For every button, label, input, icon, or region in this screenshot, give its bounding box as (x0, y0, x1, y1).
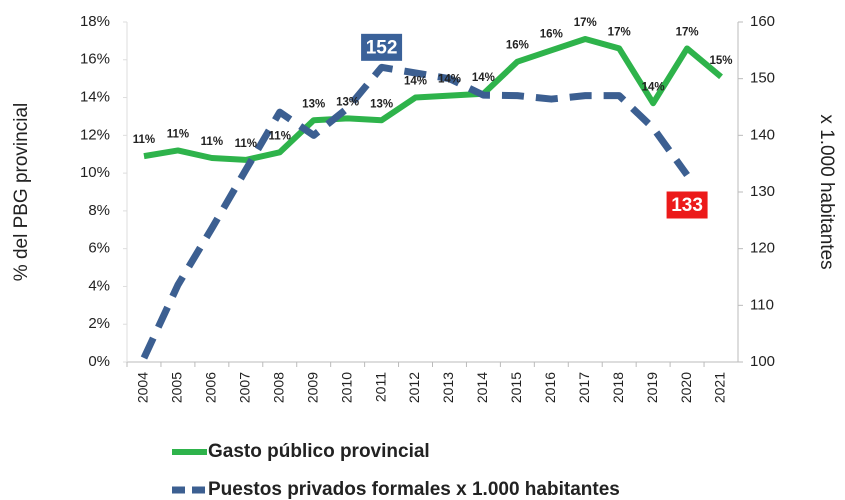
data-label: 14% (404, 76, 427, 88)
x-tick-label: 2013 (440, 372, 456, 403)
y-axis-title: % del PBG provincial (11, 103, 32, 281)
data-label: 14% (642, 81, 665, 93)
y2-tick-label: 110 (750, 296, 774, 313)
data-label: 14% (472, 72, 495, 84)
y2-tick-label: 130 (750, 183, 775, 200)
data-label: 13% (370, 98, 393, 110)
data-label: 14% (438, 74, 461, 86)
x-tick-label: 2017 (576, 372, 592, 403)
y-tick-label: 12% (80, 126, 110, 143)
data-label: 11% (235, 138, 257, 150)
y-tick-label: 18% (80, 13, 110, 30)
x-tick-label: 2004 (135, 372, 151, 403)
x-tick-label: 2012 (406, 372, 422, 403)
series-line (140, 63, 690, 360)
y-tick-label: 8% (88, 202, 110, 219)
data-label: 16% (506, 40, 529, 52)
data-label: 15% (710, 55, 733, 67)
x-tick-label: 2015 (508, 372, 524, 403)
y-tick-label: 16% (80, 51, 110, 68)
data-label: 152 (366, 37, 398, 58)
legend-label: Puestos privados formales x 1.000 habita… (208, 479, 620, 500)
series-line (143, 36, 723, 163)
legend-label: Gasto público provincial (208, 441, 430, 462)
y2-tick-label: 140 (750, 126, 775, 143)
label-box (665, 190, 709, 220)
x-tick-label: 2021 (712, 372, 728, 403)
y2-tick-label: 150 (750, 70, 775, 87)
x-tick-label: 2005 (169, 372, 185, 403)
x-tick-label: 2007 (237, 372, 253, 403)
y-tick-label: 0% (88, 353, 110, 370)
data-label: 11% (201, 136, 223, 148)
y2-axis-title: x 1.000 habitantes (816, 114, 837, 269)
x-tick-label: 2014 (474, 372, 490, 403)
x-tick-label: 2010 (338, 372, 354, 403)
data-label: 11% (269, 130, 291, 142)
data-label: 13% (302, 98, 325, 110)
data-label: 16% (540, 28, 563, 40)
data-label: 13% (336, 96, 359, 108)
x-tick-label: 2009 (304, 372, 320, 403)
y-tick-label: 14% (80, 89, 110, 106)
x-tick-label: 2020 (678, 372, 694, 403)
x-tick-label: 2008 (270, 372, 286, 403)
data-label: 17% (574, 17, 597, 29)
x-tick-label: 2011 (372, 372, 388, 402)
y2-tick-label: 100 (750, 353, 775, 370)
y-tick-label: 4% (88, 277, 110, 294)
x-tick-label: 2006 (203, 372, 219, 403)
data-label: 17% (676, 26, 699, 38)
data-label: 133 (671, 195, 703, 216)
data-label: 17% (608, 26, 631, 38)
x-tick-label: 2016 (542, 372, 558, 403)
y2-tick-label: 160 (750, 13, 775, 30)
x-tick-label: 2018 (610, 372, 626, 403)
y2-tick-label: 120 (750, 240, 775, 257)
y-tick-label: 6% (88, 240, 110, 257)
data-label: 11% (167, 128, 189, 140)
x-tick-label: 2019 (644, 372, 660, 403)
y-tick-label: 10% (80, 164, 110, 181)
y-tick-label: 2% (88, 315, 110, 332)
data-label: 11% (133, 134, 155, 146)
label-box (360, 32, 404, 62)
